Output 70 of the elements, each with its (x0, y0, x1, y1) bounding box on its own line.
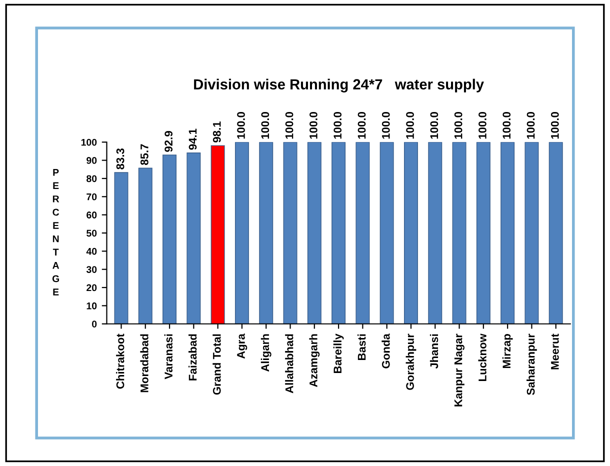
bar (452, 142, 466, 324)
x-tick-label: Azamgarh (309, 334, 320, 388)
x-tick-label: Chitrakoot (116, 334, 124, 389)
data-label: 100.0 (261, 112, 270, 139)
data-label: 100.0 (285, 112, 294, 139)
y-tick-label: 40 (86, 248, 97, 255)
data-label: 100.0 (334, 112, 342, 139)
bar (428, 142, 442, 324)
bar (356, 142, 370, 324)
data-label: 100.0 (430, 112, 438, 139)
data-label: 98.1 (212, 121, 221, 142)
x-tick-label: Varanasi (164, 334, 173, 380)
bar (332, 142, 346, 324)
data-label: 85.7 (140, 144, 148, 165)
bar (138, 168, 152, 324)
bar (307, 142, 322, 324)
data-label: 100.0 (406, 112, 414, 139)
bar (114, 172, 128, 324)
bar (476, 142, 490, 324)
x-tick-label: Gorakhpur (406, 334, 416, 390)
x-tick-label: Faizabad (188, 334, 197, 380)
bar (162, 154, 177, 324)
data-label: 100.0 (550, 112, 559, 139)
data-label: 100.0 (358, 112, 366, 139)
y-tick-label: 20 (86, 284, 97, 292)
y-tick-label: 50 (86, 230, 97, 237)
bar (500, 142, 515, 324)
data-label: 100.0 (454, 112, 462, 139)
bar (283, 142, 298, 324)
data-label: 100.0 (237, 112, 245, 139)
data-label: 100.0 (478, 112, 486, 139)
bar (210, 145, 225, 324)
bar (524, 142, 539, 324)
bar (259, 142, 274, 324)
x-tick-label: Agra (237, 334, 248, 359)
chart-title: Division wise Running 24*7 water supply (194, 78, 484, 92)
bar (234, 142, 249, 324)
x-tick-label: Meerut (551, 334, 559, 370)
x-tick-label: Lucknow (478, 334, 486, 381)
x-tick-label: Moradabad (140, 334, 148, 392)
x-tick-label: Grand Total (212, 334, 221, 395)
y-tick-label: 90 (86, 157, 97, 164)
y-tick-label: 10 (86, 302, 97, 310)
y-tick-label: 60 (86, 212, 97, 218)
bar (404, 142, 418, 324)
data-label: 92.9 (164, 131, 173, 152)
bar (380, 142, 394, 324)
data-label: 100.0 (382, 112, 390, 139)
y-tick-label: 0 (92, 320, 97, 328)
data-label: 100.0 (502, 112, 511, 139)
y-tick-label: 70 (86, 193, 97, 200)
x-tick-label: Aligarh (260, 334, 272, 372)
text: PERCENTAGE (52, 169, 60, 296)
x-tick-label: Saharanpur (526, 334, 537, 396)
data-label: 100.0 (526, 112, 535, 139)
y-tick-label: 30 (86, 266, 97, 273)
data-label: 100.0 (310, 112, 318, 139)
x-tick-label: Basti (358, 334, 366, 360)
x-tick-label: Allahabhad (285, 334, 294, 394)
bar (548, 142, 563, 324)
x-tick-label: Gonda (382, 334, 390, 368)
data-label: 94.1 (188, 128, 197, 150)
data-label: 83.3 (116, 148, 124, 170)
x-tick-label: Kanpur Nagar (454, 334, 464, 406)
x-tick-label: Mirzap (502, 334, 513, 368)
bar (186, 152, 201, 324)
y-tick-label: 80 (86, 175, 97, 182)
x-tick-label: Jhansi (430, 334, 438, 369)
x-tick-label: Bareilly (333, 334, 344, 373)
y-tick-label: 100 (81, 138, 97, 146)
